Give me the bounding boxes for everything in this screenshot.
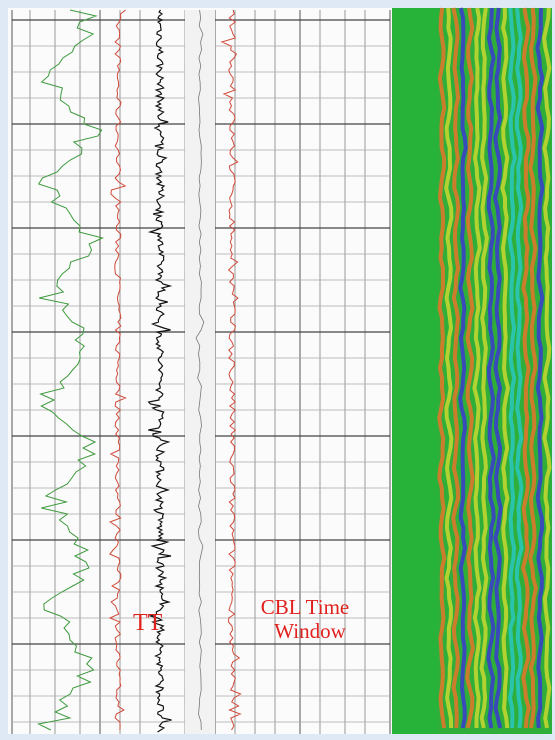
well-log-scan: TT CBL Time Window [0, 0, 555, 740]
vdl-green-band [392, 8, 438, 734]
cbl-window-label-line: Window [274, 619, 346, 643]
tt-label: TT [133, 610, 163, 636]
cbl-window-label-line: CBL Time [261, 595, 350, 619]
